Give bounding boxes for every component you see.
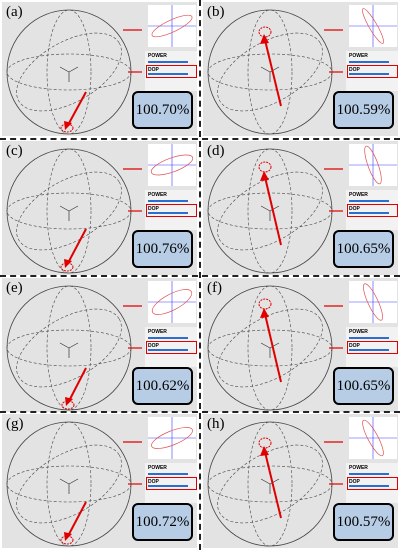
state-arrow — [68, 367, 87, 402]
power-dop-meters: POWER DOP — [145, 190, 197, 230]
poincare-sphere — [6, 285, 142, 411]
poincare-sphere — [6, 421, 142, 547]
state-arrow — [67, 228, 87, 264]
dop-highlight — [146, 341, 197, 354]
state-marker — [60, 123, 74, 133]
state-marker — [258, 26, 272, 38]
dop-value-box: 100.62% — [132, 367, 193, 405]
panel-g: (g) POWER DOP 100.72% — [2, 414, 197, 548]
panel-b: (b) POWER DOP 100.59% — [203, 2, 398, 136]
polarization-ellipse — [148, 5, 196, 47]
dop-highlight — [146, 65, 197, 78]
polarization-ellipse — [349, 144, 397, 186]
panel-d: (d) POWER DOP 100.65% — [203, 141, 398, 275]
state-marker — [258, 161, 272, 173]
dop-label: DOP — [349, 343, 360, 349]
dop-label: DOP — [148, 67, 159, 73]
state-arrow — [67, 91, 87, 126]
dop-label: DOP — [148, 343, 159, 349]
panel-tag: (f) — [207, 280, 222, 296]
panel-tag: (a) — [6, 4, 23, 20]
power-label: POWER — [148, 53, 167, 59]
power-label: POWER — [349, 329, 368, 335]
polarization-ellipse — [148, 144, 196, 186]
state-marker — [258, 298, 272, 310]
panel-tag: (e) — [6, 280, 23, 296]
state-arrow — [67, 501, 87, 537]
dop-value-box: 100.76% — [132, 230, 193, 268]
polarization-ellipse — [349, 5, 397, 47]
power-label: POWER — [349, 465, 368, 471]
state-arrow — [264, 176, 282, 246]
dop-label: DOP — [349, 206, 360, 212]
horizontal-divider — [0, 411, 400, 413]
dop-highlight — [347, 65, 398, 78]
poincare-sphere — [6, 148, 142, 274]
dop-label: DOP — [148, 479, 159, 485]
dop-value-box: 100.57% — [333, 503, 394, 541]
horizontal-divider — [0, 138, 400, 140]
panel-tag: (b) — [207, 4, 225, 20]
power-dop-meters: POWER DOP — [346, 190, 398, 230]
panel-e: (e) POWER DOP 100.62% — [2, 278, 197, 412]
dop-value-box: 100.72% — [132, 503, 193, 541]
power-dop-meters: POWER DOP — [346, 327, 398, 367]
power-label: POWER — [349, 192, 368, 198]
power-dop-meters: POWER DOP — [145, 51, 197, 91]
power-label: POWER — [148, 192, 167, 198]
dop-value-box: 100.65% — [333, 230, 394, 268]
dop-highlight — [146, 477, 197, 490]
power-dop-meters: POWER DOP — [145, 327, 197, 367]
polarization-ellipse — [349, 417, 397, 459]
state-marker — [258, 437, 272, 449]
panel-tag: (d) — [207, 143, 225, 159]
dop-highlight — [347, 477, 398, 490]
power-label: POWER — [349, 53, 368, 59]
polarization-ellipse — [148, 281, 196, 323]
panel-tag: (h) — [207, 416, 225, 432]
dop-highlight — [347, 204, 398, 217]
dop-highlight — [146, 204, 197, 217]
dop-highlight — [347, 341, 398, 354]
poincare-sphere — [207, 9, 343, 135]
horizontal-divider — [0, 275, 400, 277]
panel-f: (f) POWER DOP 100.65% — [203, 278, 398, 412]
power-label: POWER — [148, 329, 167, 335]
dop-value-box: 100.59% — [333, 91, 394, 129]
dop-value-box: 100.70% — [132, 91, 193, 129]
panel-a: (a) POWER DOP 100.70% — [2, 2, 197, 136]
poincare-sphere — [6, 9, 142, 135]
dop-label: DOP — [148, 206, 159, 212]
panel-h: (h) POWER DOP 100.57% — [203, 414, 398, 548]
poincare-sphere — [207, 148, 343, 274]
state-marker — [60, 535, 74, 545]
panel-tag: (g) — [6, 416, 24, 432]
polarization-ellipse — [349, 281, 397, 323]
state-arrow — [264, 313, 282, 383]
power-dop-meters: POWER DOP — [346, 51, 398, 91]
poincare-sphere — [207, 285, 343, 411]
power-dop-meters: POWER DOP — [346, 463, 398, 503]
panel-tag: (c) — [6, 143, 23, 159]
dop-value-box: 100.65% — [333, 367, 394, 405]
state-arrow — [264, 39, 282, 107]
dop-label: DOP — [349, 67, 360, 73]
dop-label: DOP — [349, 479, 360, 485]
power-dop-meters: POWER DOP — [145, 463, 197, 503]
power-label: POWER — [148, 465, 167, 471]
state-arrow — [264, 451, 282, 519]
state-marker — [61, 400, 75, 410]
polarization-ellipse — [148, 417, 196, 459]
state-marker — [60, 262, 74, 272]
poincare-sphere — [207, 421, 343, 547]
panel-c: (c) POWER DOP 100.76% — [2, 141, 197, 275]
